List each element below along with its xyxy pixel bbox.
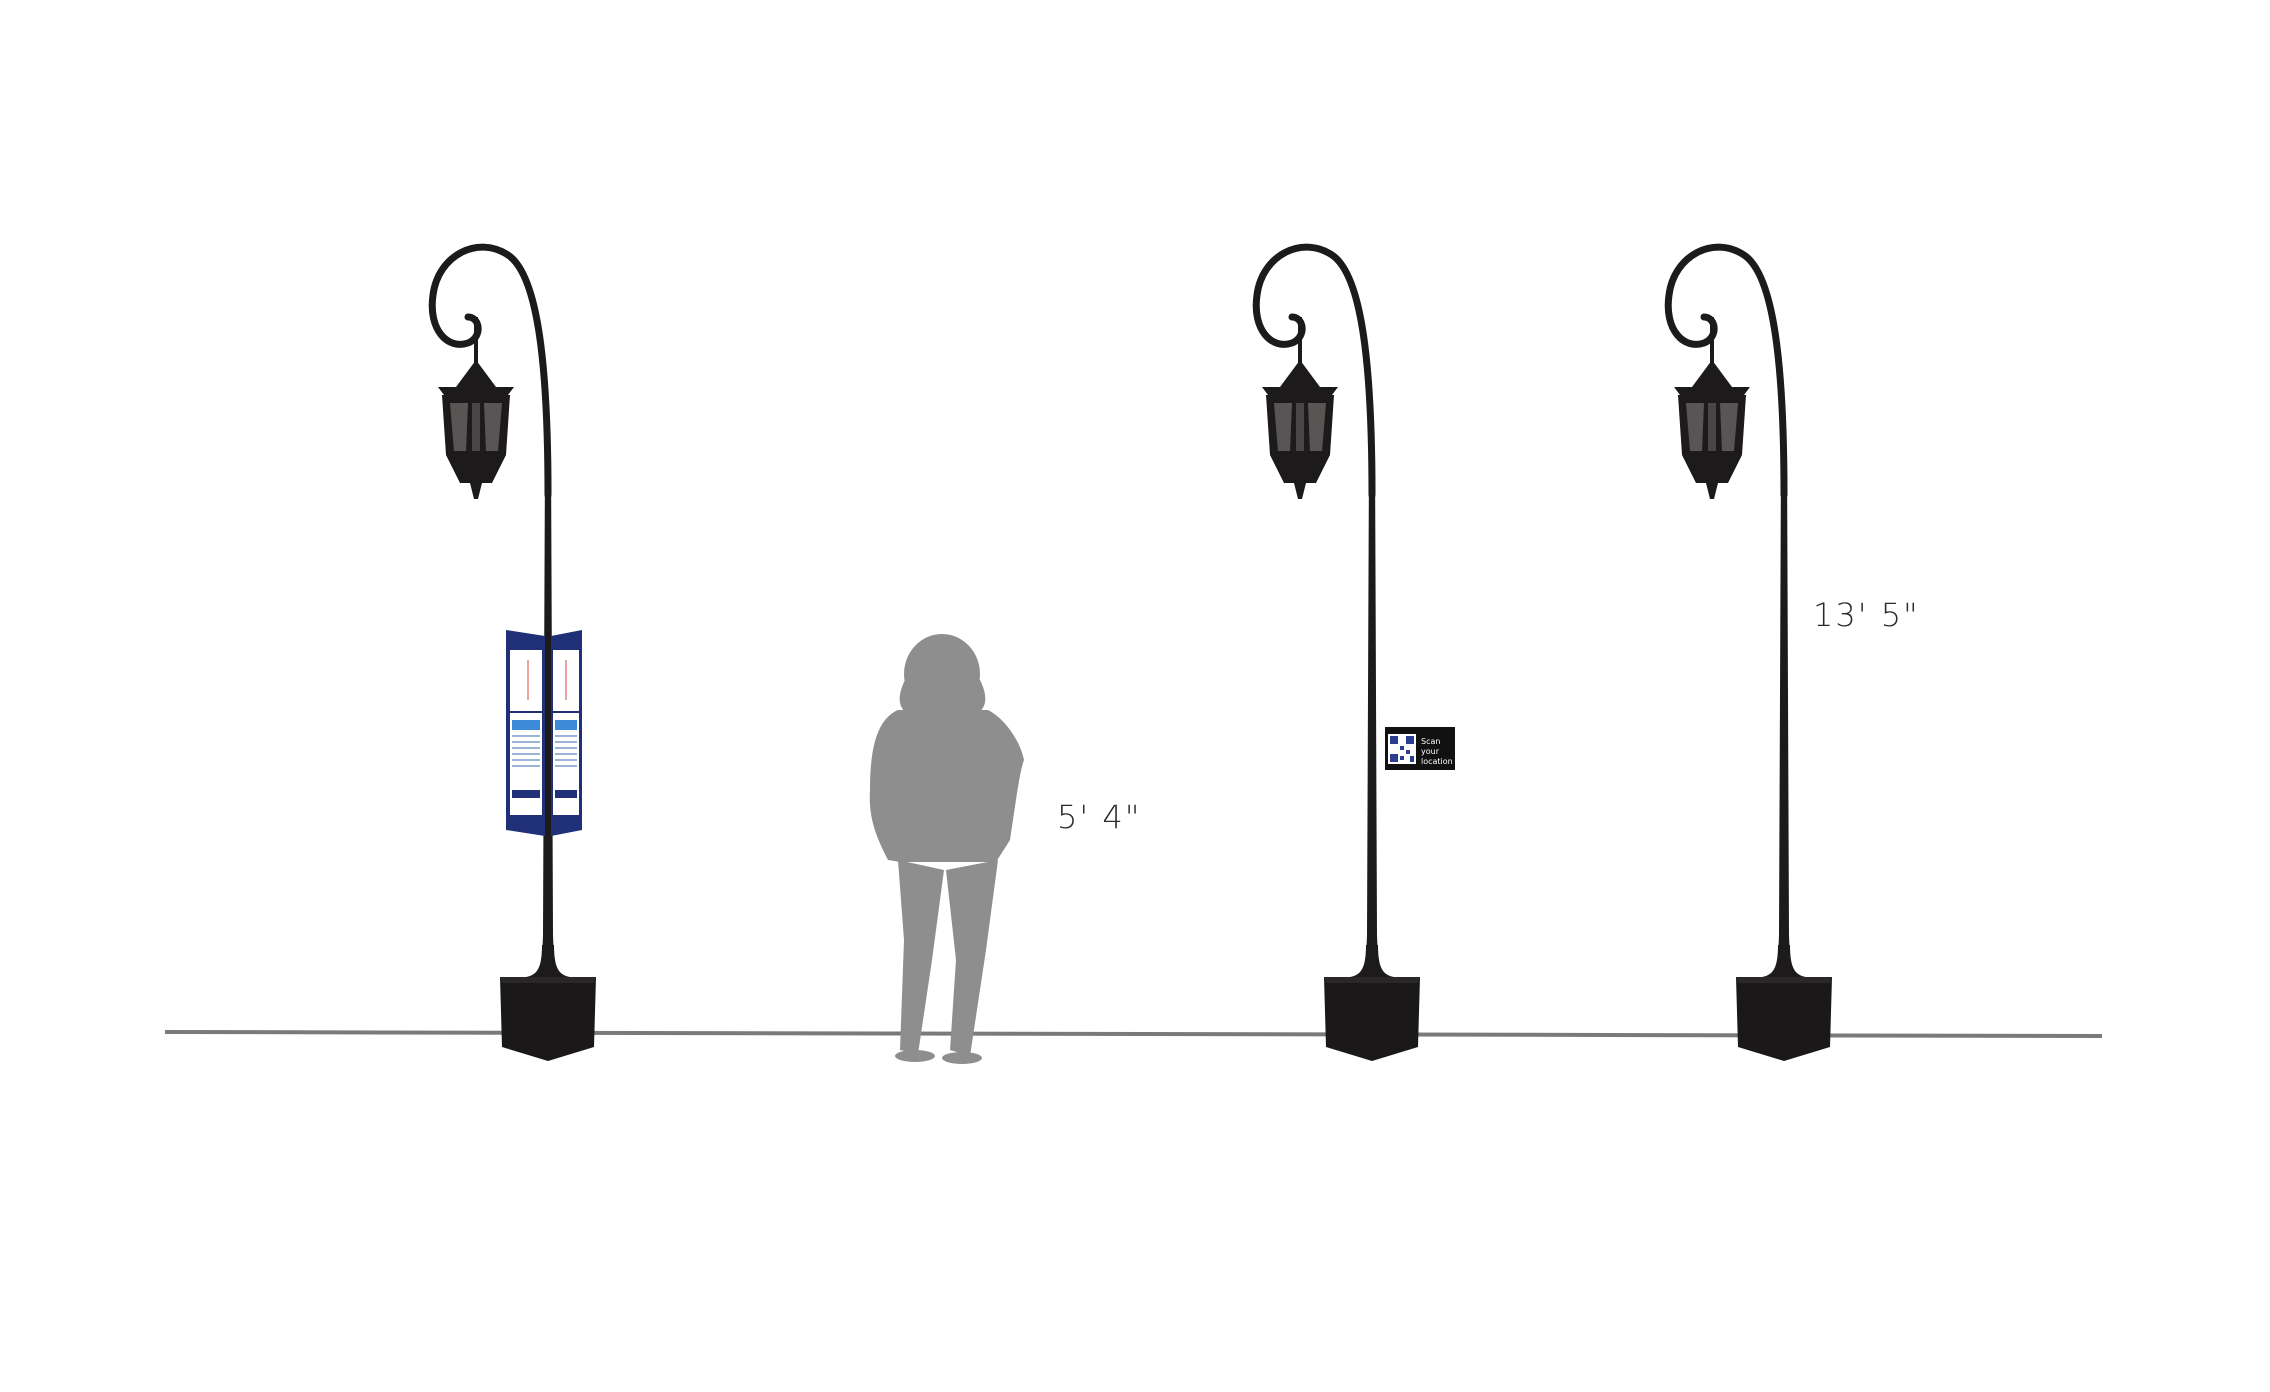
lamp-post-plain [1668,247,1832,1061]
qr-sign-line-2: your [1421,747,1439,756]
lamp-post-icon [1668,247,1832,1061]
wayfinding-kiosk [506,630,582,836]
qr-sign-line-3: location [1421,757,1453,766]
person-silhouette-icon [869,634,1024,1064]
qr-code-icon [1390,736,1414,762]
person-height-label: 5' 4" [1057,798,1142,836]
pole-height-label: 13' 5" [1813,596,1920,634]
lamp-post-icon [1256,247,1420,1061]
qr-sign-line-1: Scan [1421,737,1441,746]
qr-sign [1385,727,1455,770]
lamp-post-with-qr-sign [1256,247,1420,1061]
